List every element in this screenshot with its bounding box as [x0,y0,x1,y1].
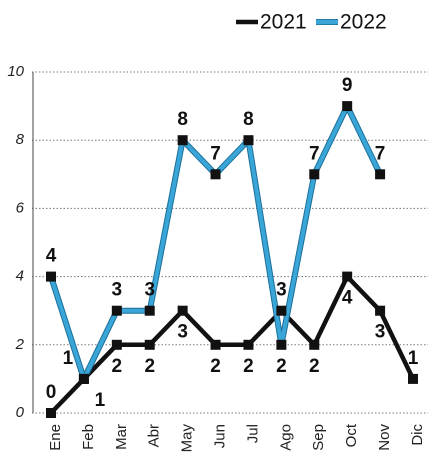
y-tick-label: 2 [15,336,25,353]
x-tick-label: Abr [146,424,163,447]
point-marker [177,305,188,316]
x-tick-label: Sep [310,424,327,451]
point-marker [342,271,353,282]
point-marker [276,305,287,316]
data-label: 2 [210,356,221,377]
point-marker [309,339,320,350]
x-tick-label: Ago [277,424,294,451]
point-marker [144,339,155,350]
point-marker [243,339,254,350]
point-marker [309,169,320,180]
y-tick-label: 0 [16,404,25,421]
x-tick-label: Jun [212,424,229,448]
x-tick-label: Feb [80,424,97,450]
data-label: 8 [243,109,254,130]
data-label: 7 [375,143,386,164]
y-tick-label: 10 [7,63,24,80]
series-line [49,274,416,415]
data-label: 0 [46,382,57,403]
point-marker [111,305,122,316]
y-tick-label: 6 [16,199,25,216]
point-marker [46,271,56,282]
data-label: 2 [144,356,155,377]
point-marker [111,339,122,350]
data-label: 7 [309,143,320,164]
point-marker [144,305,155,316]
data-label: 9 [342,75,353,96]
data-label: 1 [408,348,419,369]
data-label: 3 [375,322,386,343]
legend-label: 2021 [260,11,307,34]
point-marker [210,339,221,350]
data-label: 4 [46,246,57,267]
x-tick-label: Mar [113,424,130,450]
data-label: 2 [309,356,320,377]
y-tick-label: 8 [16,131,25,148]
data-label: 2 [112,356,123,377]
x-tick-label: Oct [343,423,360,447]
x-tick-label: Dic [409,424,426,446]
data-label: 2 [276,356,287,377]
data-label: 4 [342,288,353,309]
data-label: 3 [276,280,287,301]
x-tick-label: May [179,424,196,453]
point-marker [276,339,287,350]
point-marker [375,169,386,180]
point-marker [78,373,89,384]
point-marker [46,408,56,418]
data-label: 3 [144,280,155,301]
data-label: 3 [177,322,188,343]
point-marker [375,305,386,316]
data-label: 1 [63,348,74,369]
data-label: 2 [243,356,254,377]
data-label: 7 [210,143,221,164]
data-label: 8 [177,109,188,130]
legend-label: 2022 [340,11,387,34]
data-label: 3 [112,280,123,301]
point-marker [177,135,188,146]
point-marker [342,101,353,112]
point-marker [243,135,254,146]
x-tick-label: Ene [47,424,64,451]
y-tick-label: 4 [16,268,24,285]
point-marker [408,373,418,384]
x-tick-label: Jul [244,424,261,443]
data-label: 1 [95,390,106,411]
x-tick-label: Nov [376,424,393,451]
point-marker [210,169,221,180]
